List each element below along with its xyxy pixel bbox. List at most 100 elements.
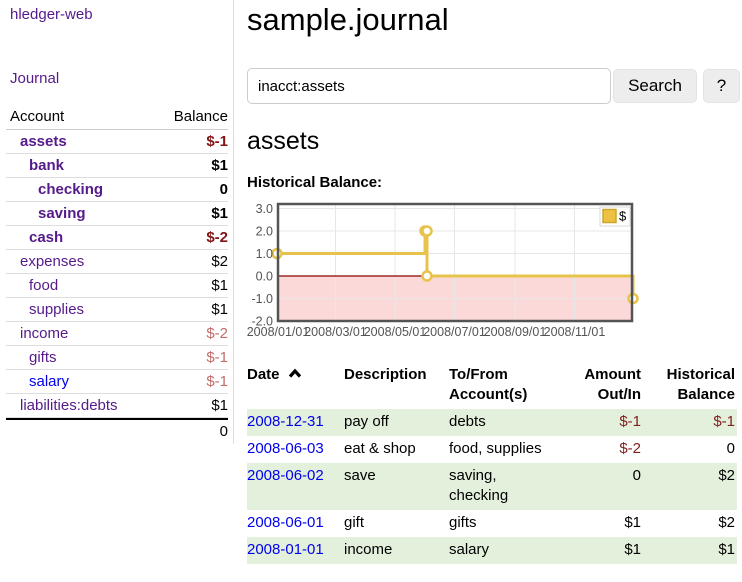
- tx-amount: $1: [557, 537, 643, 564]
- account-balance: $1: [211, 205, 228, 222]
- tx-accounts: gifts: [449, 514, 477, 531]
- tx-amount: 0: [557, 463, 643, 510]
- account-row: salary $-1: [6, 370, 228, 394]
- y-tick-label: -1.0: [251, 292, 273, 306]
- tx-balance: $1: [643, 537, 737, 564]
- col-header-balance: Historical Balance: [666, 366, 735, 403]
- col-header-date[interactable]: Date: [247, 362, 344, 409]
- register-table: Date Description To/From Account(s) Amou…: [247, 362, 737, 564]
- account-row: bank $1: [6, 154, 228, 178]
- account-link-income[interactable]: income: [20, 325, 69, 342]
- account-link-salary[interactable]: salary: [29, 373, 70, 390]
- search-button[interactable]: Search: [613, 69, 697, 103]
- account-row: expenses $2: [6, 250, 228, 274]
- account-link-checking[interactable]: checking: [38, 181, 104, 198]
- tx-accounts: salary: [449, 537, 557, 564]
- y-tick-label: 0.0: [256, 270, 273, 284]
- tx-description: gift: [344, 514, 365, 531]
- accounts-table: Account Balance assets $-1 bank $1 check…: [0, 104, 233, 442]
- register-header-row: Date Description To/From Account(s) Amou…: [247, 362, 737, 409]
- account-row: checking 0: [6, 178, 228, 202]
- data-point-marker: [421, 270, 433, 282]
- account-balance: 0: [219, 181, 228, 198]
- account-link-supplies[interactable]: supplies: [29, 301, 85, 318]
- account-row: cash $-2: [6, 226, 228, 250]
- account-link-assets[interactable]: assets: [20, 133, 67, 150]
- tx-amount: $-1: [557, 409, 643, 436]
- account-row: gifts $-1: [6, 346, 228, 370]
- tx-date-link[interactable]: 2008-06-01: [247, 514, 324, 531]
- account-balance: $-1: [206, 373, 228, 390]
- y-tick-label: 3.0: [256, 202, 273, 216]
- transaction-row: 2008-06-02 save saving, checking 0 $2: [247, 463, 737, 510]
- tx-balance: $-1: [643, 409, 737, 436]
- account-balance: $1: [211, 157, 228, 174]
- account-row: supplies $1: [6, 298, 228, 322]
- help-button[interactable]: ?: [703, 69, 740, 103]
- account-link-cash[interactable]: cash: [29, 229, 64, 246]
- account-row: liabilities:debts $1: [6, 394, 228, 418]
- account-link-expenses[interactable]: expenses: [20, 253, 85, 270]
- account-balance: $-1: [206, 349, 228, 366]
- x-tick-label: 2008/07/01: [423, 325, 486, 339]
- y-tick-label: 2.0: [256, 225, 273, 239]
- x-axis-labels: 2008/01/01 2008/03/01 2008/05/01 2008/07…: [247, 325, 606, 339]
- x-tick-label: 2008/05/01: [364, 325, 427, 339]
- chart-title: Historical Balance:: [247, 174, 383, 191]
- accounts-total-row: 0: [6, 418, 228, 442]
- y-axis-labels: 3.0 2.0 1.0 0.0 -1.0 -2.0: [251, 202, 273, 329]
- account-balance: $2: [211, 253, 228, 270]
- sidebar: hledger-web Journal Account Balance asse…: [0, 0, 234, 444]
- accounts-col-account: Account: [10, 108, 65, 125]
- account-balance: $1: [211, 397, 228, 414]
- tx-date-link[interactable]: 2008-12-31: [247, 413, 324, 430]
- legend-swatch: [602, 208, 617, 224]
- tx-amount: $-2: [619, 440, 641, 457]
- account-balance: $-1: [206, 133, 228, 150]
- tx-balance: 0: [726, 440, 735, 457]
- chart-legend: $: [599, 206, 631, 227]
- tx-balance: $2: [643, 463, 737, 510]
- sort-ascending-icon: [288, 368, 301, 378]
- col-header-tofrom: To/From Account(s): [449, 366, 528, 403]
- account-row: income $-2: [6, 322, 228, 346]
- account-link-saving[interactable]: saving: [38, 205, 86, 222]
- accounts-header-row: Account Balance: [6, 104, 228, 130]
- account-row: food $1: [6, 274, 228, 298]
- page-title: sample.journal: [247, 2, 449, 37]
- transaction-row: 2008-12-31 pay off debts $-1 $-1: [247, 409, 737, 436]
- transaction-row: 2008-01-01 income salary $1 $1: [247, 537, 737, 564]
- historical-balance-chart: $ 3.0 2.0 1.0 0.0 -1.0 -2.0 2008/01/01 2…: [247, 202, 639, 339]
- tx-date-link[interactable]: 2008-06-02: [247, 467, 324, 484]
- tx-description: income: [344, 537, 449, 564]
- transaction-row: 2008-06-03 eat & shop food, supplies $-2…: [247, 436, 737, 463]
- search-input[interactable]: [247, 68, 611, 104]
- x-tick-label: 2008/11/01: [544, 325, 606, 339]
- plot-border: [276, 202, 634, 323]
- account-balance: $1: [211, 277, 228, 294]
- tx-description: pay off: [344, 409, 449, 436]
- y-tick-label: -2.0: [251, 315, 273, 329]
- app-title-link[interactable]: hledger-web: [10, 6, 93, 23]
- accounts-col-balance: Balance: [173, 108, 228, 125]
- account-row: saving $1: [6, 202, 228, 226]
- col-header-description: Description: [344, 366, 427, 383]
- tx-accounts: food, supplies: [449, 440, 542, 457]
- tx-amount: $1: [624, 514, 641, 531]
- y-tick-label: 1.0: [256, 247, 273, 261]
- tx-accounts: saving, checking: [449, 463, 557, 510]
- account-balance: $-2: [206, 229, 228, 246]
- tx-description: save: [344, 463, 449, 510]
- account-link-food[interactable]: food: [29, 277, 59, 294]
- tx-date-link[interactable]: 2008-01-01: [247, 541, 324, 558]
- x-tick-label: 2008/01/01: [247, 325, 310, 339]
- account-link-liabilities-debts[interactable]: liabilities:debts: [20, 397, 118, 414]
- sidebar-item-journal[interactable]: Journal: [10, 70, 60, 87]
- tx-description: eat & shop: [344, 440, 416, 457]
- account-link-gifts[interactable]: gifts: [29, 349, 57, 366]
- legend-label: $: [619, 209, 627, 224]
- account-link-bank[interactable]: bank: [29, 157, 65, 174]
- tx-date-link[interactable]: 2008-06-03: [247, 440, 324, 457]
- account-balance: $-2: [206, 325, 228, 342]
- account-balance: $1: [211, 301, 228, 318]
